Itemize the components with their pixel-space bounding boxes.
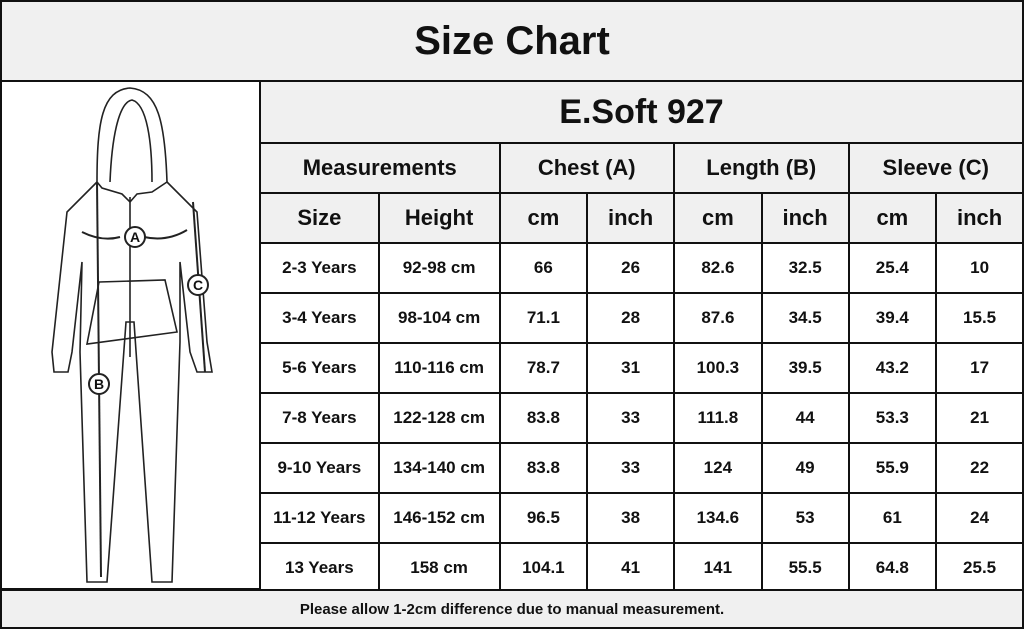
table-cell: 22 <box>935 442 1024 494</box>
table-cell: 134.6 <box>673 492 763 544</box>
table-cell: 55.9 <box>847 442 938 494</box>
table-cell: 31 <box>586 342 675 394</box>
table-cell: 25.4 <box>847 242 938 294</box>
table-cell: 41 <box>586 542 675 594</box>
table-cell: 158 cm <box>377 542 501 594</box>
table-cell: 21 <box>935 392 1024 444</box>
label-a: A <box>130 229 140 245</box>
onesie-measurement-diagram: A B C <box>0 82 261 590</box>
table-cell: 98-104 cm <box>377 292 501 344</box>
table-cell: 32.5 <box>760 242 850 294</box>
table-cell: 25.5 <box>935 542 1024 594</box>
table-row: 5-6 Years 110-116 cm 78.7 31 100.3 39.5 43.2 17 <box>259 342 1024 394</box>
table-cell: 64.8 <box>847 542 938 594</box>
table-cell: 87.6 <box>673 292 763 344</box>
table-row: 9-10 Years 134-140 cm 83.8 33 124 49 55.9 22 <box>259 442 1024 494</box>
table-cell: 111.8 <box>673 392 763 444</box>
label-c: C <box>193 277 203 293</box>
table-cell: 146-152 cm <box>377 492 501 544</box>
label-b: B <box>94 376 104 392</box>
table-cell: 13 Years <box>259 542 380 594</box>
table-cell: 122-128 cm <box>377 392 501 444</box>
table-cell: 28 <box>586 292 675 344</box>
subheader-cell: inch <box>935 192 1024 244</box>
table-cell: 39.5 <box>760 342 850 394</box>
pocket <box>86 279 178 345</box>
model-name: E.Soft 927 <box>259 80 1024 144</box>
table-cell: 10 <box>935 242 1024 294</box>
table-cell: 96.5 <box>498 492 589 544</box>
table-cell: 9-10 Years <box>259 442 380 494</box>
table-cell: 43.2 <box>847 342 938 394</box>
table-cell: 66 <box>498 242 589 294</box>
table-cell: 82.6 <box>673 242 763 294</box>
table-cell: 11-12 Years <box>259 492 380 544</box>
footer-note: Please allow 1-2cm difference due to man… <box>0 589 1024 629</box>
table-cell: 49 <box>760 442 850 494</box>
table-cell: 78.7 <box>498 342 589 394</box>
subheader-cell: cm <box>498 192 589 244</box>
group-chest: Chest (A) <box>498 142 675 194</box>
table-cell: 2-3 Years <box>259 242 380 294</box>
table-row: 2-3 Years 92-98 cm 66 26 82.6 32.5 25.4 10 <box>259 242 1024 294</box>
table-row: 11-12 Years 146-152 cm 96.5 38 134.6 53 61 24 <box>259 492 1024 544</box>
table-cell: 7-8 Years <box>259 392 380 444</box>
table-cell: 71.1 <box>498 292 589 344</box>
table-cell: 34.5 <box>760 292 850 344</box>
table-cell: 33 <box>586 442 675 494</box>
subheader-cell: Size <box>259 192 380 244</box>
table-cell: 83.8 <box>498 392 589 444</box>
table-cell: 83.8 <box>498 442 589 494</box>
table-cell: 100.3 <box>673 342 763 394</box>
table-cell: 3-4 Years <box>259 292 380 344</box>
table-cell: 104.1 <box>498 542 589 594</box>
subheader-cell: cm <box>673 192 763 244</box>
group-length: Length (B) <box>673 142 850 194</box>
table-cell: 39.4 <box>847 292 938 344</box>
hood-outline <box>96 87 168 204</box>
group-measurements: Measurements <box>259 142 501 194</box>
table-row: 13 Years 158 cm 104.1 41 141 55.5 64.8 25.5 <box>259 542 1024 594</box>
table-cell: 53 <box>760 492 850 544</box>
table-cell: 92-98 cm <box>377 242 501 294</box>
table-cell: 141 <box>673 542 763 594</box>
table-cell: 17 <box>935 342 1024 394</box>
table-cell: 44 <box>760 392 850 444</box>
subheader-cell: Height <box>377 192 501 244</box>
page-title: Size Chart <box>0 0 1024 82</box>
subheader-cell: inch <box>760 192 850 244</box>
table-row: 7-8 Years 122-128 cm 83.8 33 111.8 44 53.3 21 <box>259 392 1024 444</box>
table-cell: 110-116 cm <box>377 342 501 394</box>
table-cell: 26 <box>586 242 675 294</box>
size-table: E.Soft 927 Measurements Chest (A) Length… <box>259 80 1024 594</box>
table-cell: 61 <box>847 492 938 544</box>
table-cell: 38 <box>586 492 675 544</box>
table-cell: 53.3 <box>847 392 938 444</box>
table-cell: 33 <box>586 392 675 444</box>
table-cell: 24 <box>935 492 1024 544</box>
table-row: 3-4 Years 98-104 cm 71.1 28 87.6 34.5 39.4 15.5 <box>259 292 1024 344</box>
table-cell: 134-140 cm <box>377 442 501 494</box>
table-cell: 124 <box>673 442 763 494</box>
group-sleeve: Sleeve (C) <box>847 142 1024 194</box>
table-cell: 15.5 <box>935 292 1024 344</box>
subheader-cell: cm <box>847 192 938 244</box>
table-cell: 5-6 Years <box>259 342 380 394</box>
subheader-cell: inch <box>586 192 675 244</box>
table-cell: 55.5 <box>760 542 850 594</box>
